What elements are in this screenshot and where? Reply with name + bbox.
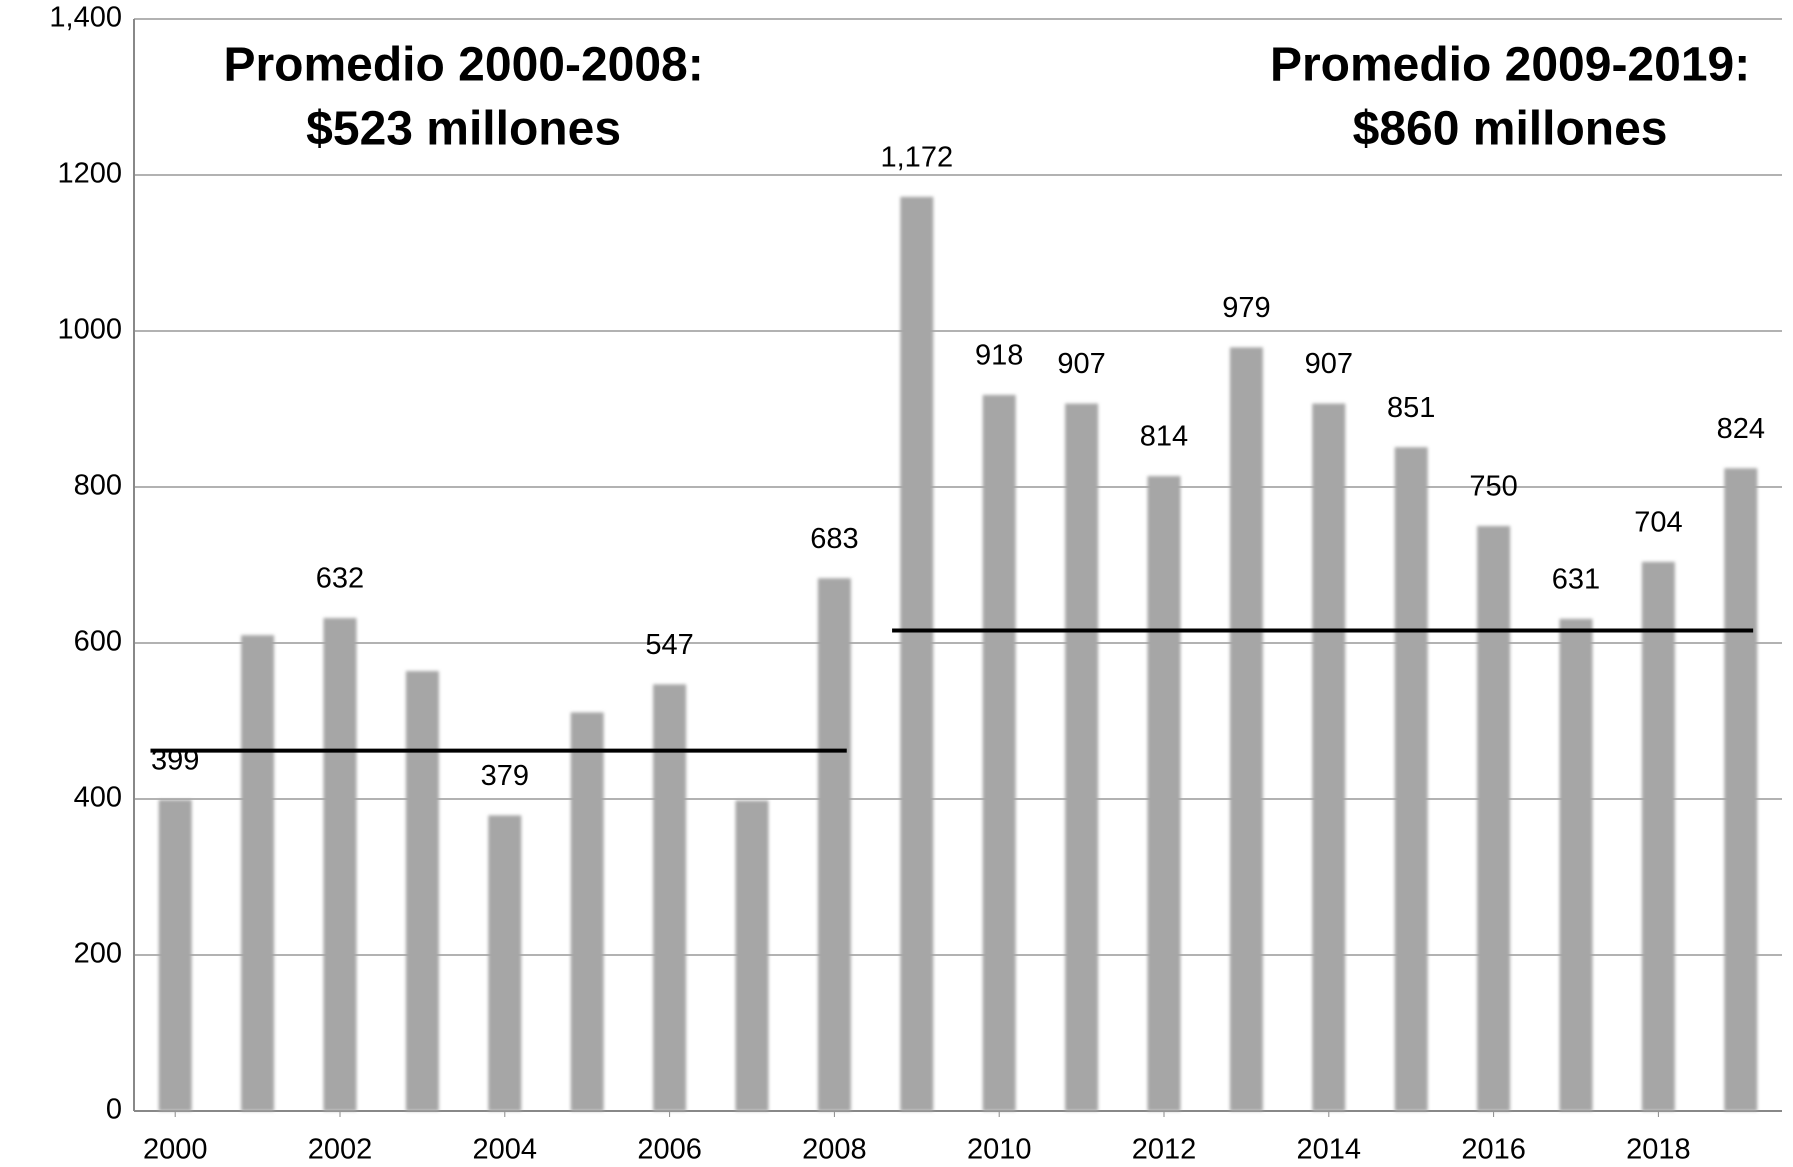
bar <box>405 671 439 1111</box>
y-tick-label: 200 <box>74 938 122 970</box>
annotation: $523 millones <box>306 103 621 156</box>
annotation: Promedio 2009-2019: <box>1270 39 1750 92</box>
x-tick-label: 2010 <box>967 1134 1032 1166</box>
bar <box>158 799 192 1111</box>
data-label: 824 <box>1717 413 1765 445</box>
bar <box>653 684 687 1111</box>
bar <box>982 394 1016 1112</box>
annotation: Promedio 2000-2008: <box>223 39 703 92</box>
data-label: 547 <box>645 629 693 661</box>
bar <box>817 578 851 1111</box>
data-label: 750 <box>1469 471 1517 503</box>
data-label: 379 <box>481 760 529 792</box>
x-tick-label: 2016 <box>1461 1134 1526 1166</box>
data-label: 683 <box>810 523 858 555</box>
y-tick-label: 600 <box>74 626 122 658</box>
data-label: 1,172 <box>881 141 954 173</box>
bar <box>1312 403 1346 1111</box>
x-tick-label: 2014 <box>1297 1134 1362 1166</box>
data-label: 704 <box>1634 507 1682 539</box>
bar <box>1559 618 1593 1111</box>
data-label: 907 <box>1057 348 1105 380</box>
annotation: $860 millones <box>1353 103 1668 156</box>
bar <box>900 196 934 1112</box>
bar <box>735 800 769 1111</box>
bar <box>323 618 357 1111</box>
data-label: 979 <box>1222 292 1270 324</box>
bar <box>1065 403 1099 1111</box>
y-tick-label: 1000 <box>57 314 122 346</box>
y-tick-label: 800 <box>74 470 122 502</box>
data-label: 907 <box>1305 348 1353 380</box>
x-tick-label: 2008 <box>802 1134 867 1166</box>
data-label: 814 <box>1140 421 1188 453</box>
x-tick-label: 2000 <box>143 1134 208 1166</box>
bar <box>241 635 275 1111</box>
x-tick-label: 2012 <box>1132 1134 1197 1166</box>
bar <box>1641 561 1675 1111</box>
x-tick-label: 2006 <box>637 1134 702 1166</box>
bar <box>1477 526 1511 1111</box>
bar <box>1724 468 1758 1111</box>
bar <box>1229 347 1263 1111</box>
data-label: 631 <box>1552 563 1600 595</box>
y-tick-label: 1200 <box>57 158 122 190</box>
y-tick-label: 0 <box>106 1094 122 1126</box>
x-tick-label: 2004 <box>473 1134 538 1166</box>
y-tick-label: 1,400 <box>49 2 122 34</box>
y-tick-label: 400 <box>74 782 122 814</box>
data-label: 851 <box>1387 392 1435 424</box>
data-label: 632 <box>316 563 364 595</box>
bar <box>488 815 522 1111</box>
x-tick-label: 2018 <box>1626 1134 1691 1166</box>
bar <box>1147 476 1181 1112</box>
x-tick-label: 2002 <box>308 1134 373 1166</box>
data-label: 918 <box>975 340 1023 372</box>
bar <box>570 712 604 1111</box>
bar <box>1394 447 1428 1112</box>
